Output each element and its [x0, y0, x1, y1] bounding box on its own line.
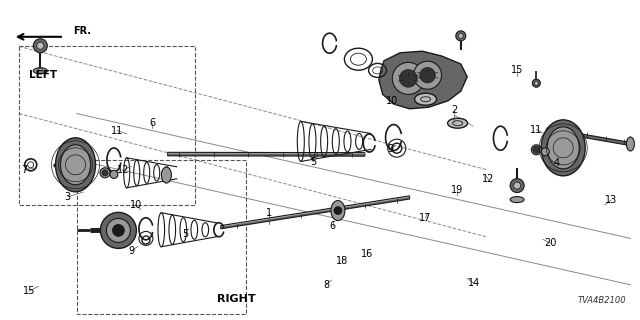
Text: 4: 4 [554, 158, 560, 168]
Text: 5: 5 [310, 156, 317, 167]
Ellipse shape [510, 196, 524, 203]
Text: TVA4B2100: TVA4B2100 [577, 296, 626, 305]
Ellipse shape [541, 148, 549, 156]
Text: 12: 12 [117, 164, 130, 175]
Polygon shape [168, 153, 365, 154]
Ellipse shape [541, 120, 585, 176]
Circle shape [456, 31, 466, 41]
Text: LEFT: LEFT [29, 70, 58, 80]
Text: 10: 10 [129, 200, 142, 210]
Circle shape [534, 81, 538, 85]
Ellipse shape [110, 171, 118, 179]
Polygon shape [379, 51, 467, 109]
Polygon shape [168, 152, 365, 156]
Text: 17: 17 [419, 212, 432, 223]
Text: 2: 2 [451, 105, 458, 116]
Text: 9: 9 [128, 246, 134, 256]
Circle shape [514, 182, 520, 189]
Circle shape [113, 224, 124, 236]
Text: FR.: FR. [74, 26, 92, 36]
Text: 6: 6 [149, 118, 156, 128]
Text: 15: 15 [511, 65, 524, 76]
Text: 1: 1 [266, 208, 272, 218]
Text: 7: 7 [21, 164, 28, 175]
Circle shape [102, 170, 108, 176]
Circle shape [533, 146, 540, 153]
Text: 14: 14 [467, 278, 480, 288]
Text: 12: 12 [482, 174, 495, 184]
Circle shape [413, 61, 442, 89]
Ellipse shape [161, 167, 172, 183]
Text: 3: 3 [65, 192, 71, 202]
Ellipse shape [627, 137, 634, 151]
Circle shape [458, 33, 463, 38]
Text: 6: 6 [330, 220, 336, 231]
Polygon shape [221, 196, 410, 229]
Text: 5: 5 [182, 228, 189, 239]
Text: 13: 13 [605, 195, 618, 205]
Polygon shape [547, 128, 630, 146]
Ellipse shape [33, 68, 47, 74]
Text: 8: 8 [323, 280, 330, 290]
Ellipse shape [100, 168, 110, 178]
Ellipse shape [61, 145, 90, 185]
Text: 11: 11 [530, 124, 543, 135]
Circle shape [334, 207, 342, 215]
Ellipse shape [531, 145, 541, 155]
Ellipse shape [415, 93, 436, 105]
Text: 10: 10 [385, 96, 398, 106]
Circle shape [399, 70, 417, 87]
Circle shape [420, 68, 435, 83]
Circle shape [106, 218, 131, 243]
Text: 11: 11 [111, 125, 124, 136]
Text: RIGHT: RIGHT [218, 294, 256, 304]
Circle shape [532, 79, 540, 87]
Polygon shape [221, 196, 410, 227]
Circle shape [100, 212, 136, 248]
Text: 9: 9 [387, 144, 394, 154]
Circle shape [37, 42, 44, 49]
Ellipse shape [547, 127, 579, 169]
Bar [19, 46, 195, 205]
Text: 19: 19 [451, 185, 463, 196]
Circle shape [33, 39, 47, 53]
Text: 18: 18 [336, 256, 349, 266]
Circle shape [510, 179, 524, 193]
Text: 16: 16 [360, 249, 373, 259]
Ellipse shape [447, 118, 468, 128]
Text: 15: 15 [22, 286, 35, 296]
Bar [77, 160, 246, 314]
Ellipse shape [331, 201, 345, 220]
Circle shape [392, 62, 424, 94]
Text: 20: 20 [544, 238, 557, 248]
Circle shape [38, 68, 43, 73]
Ellipse shape [56, 138, 95, 192]
